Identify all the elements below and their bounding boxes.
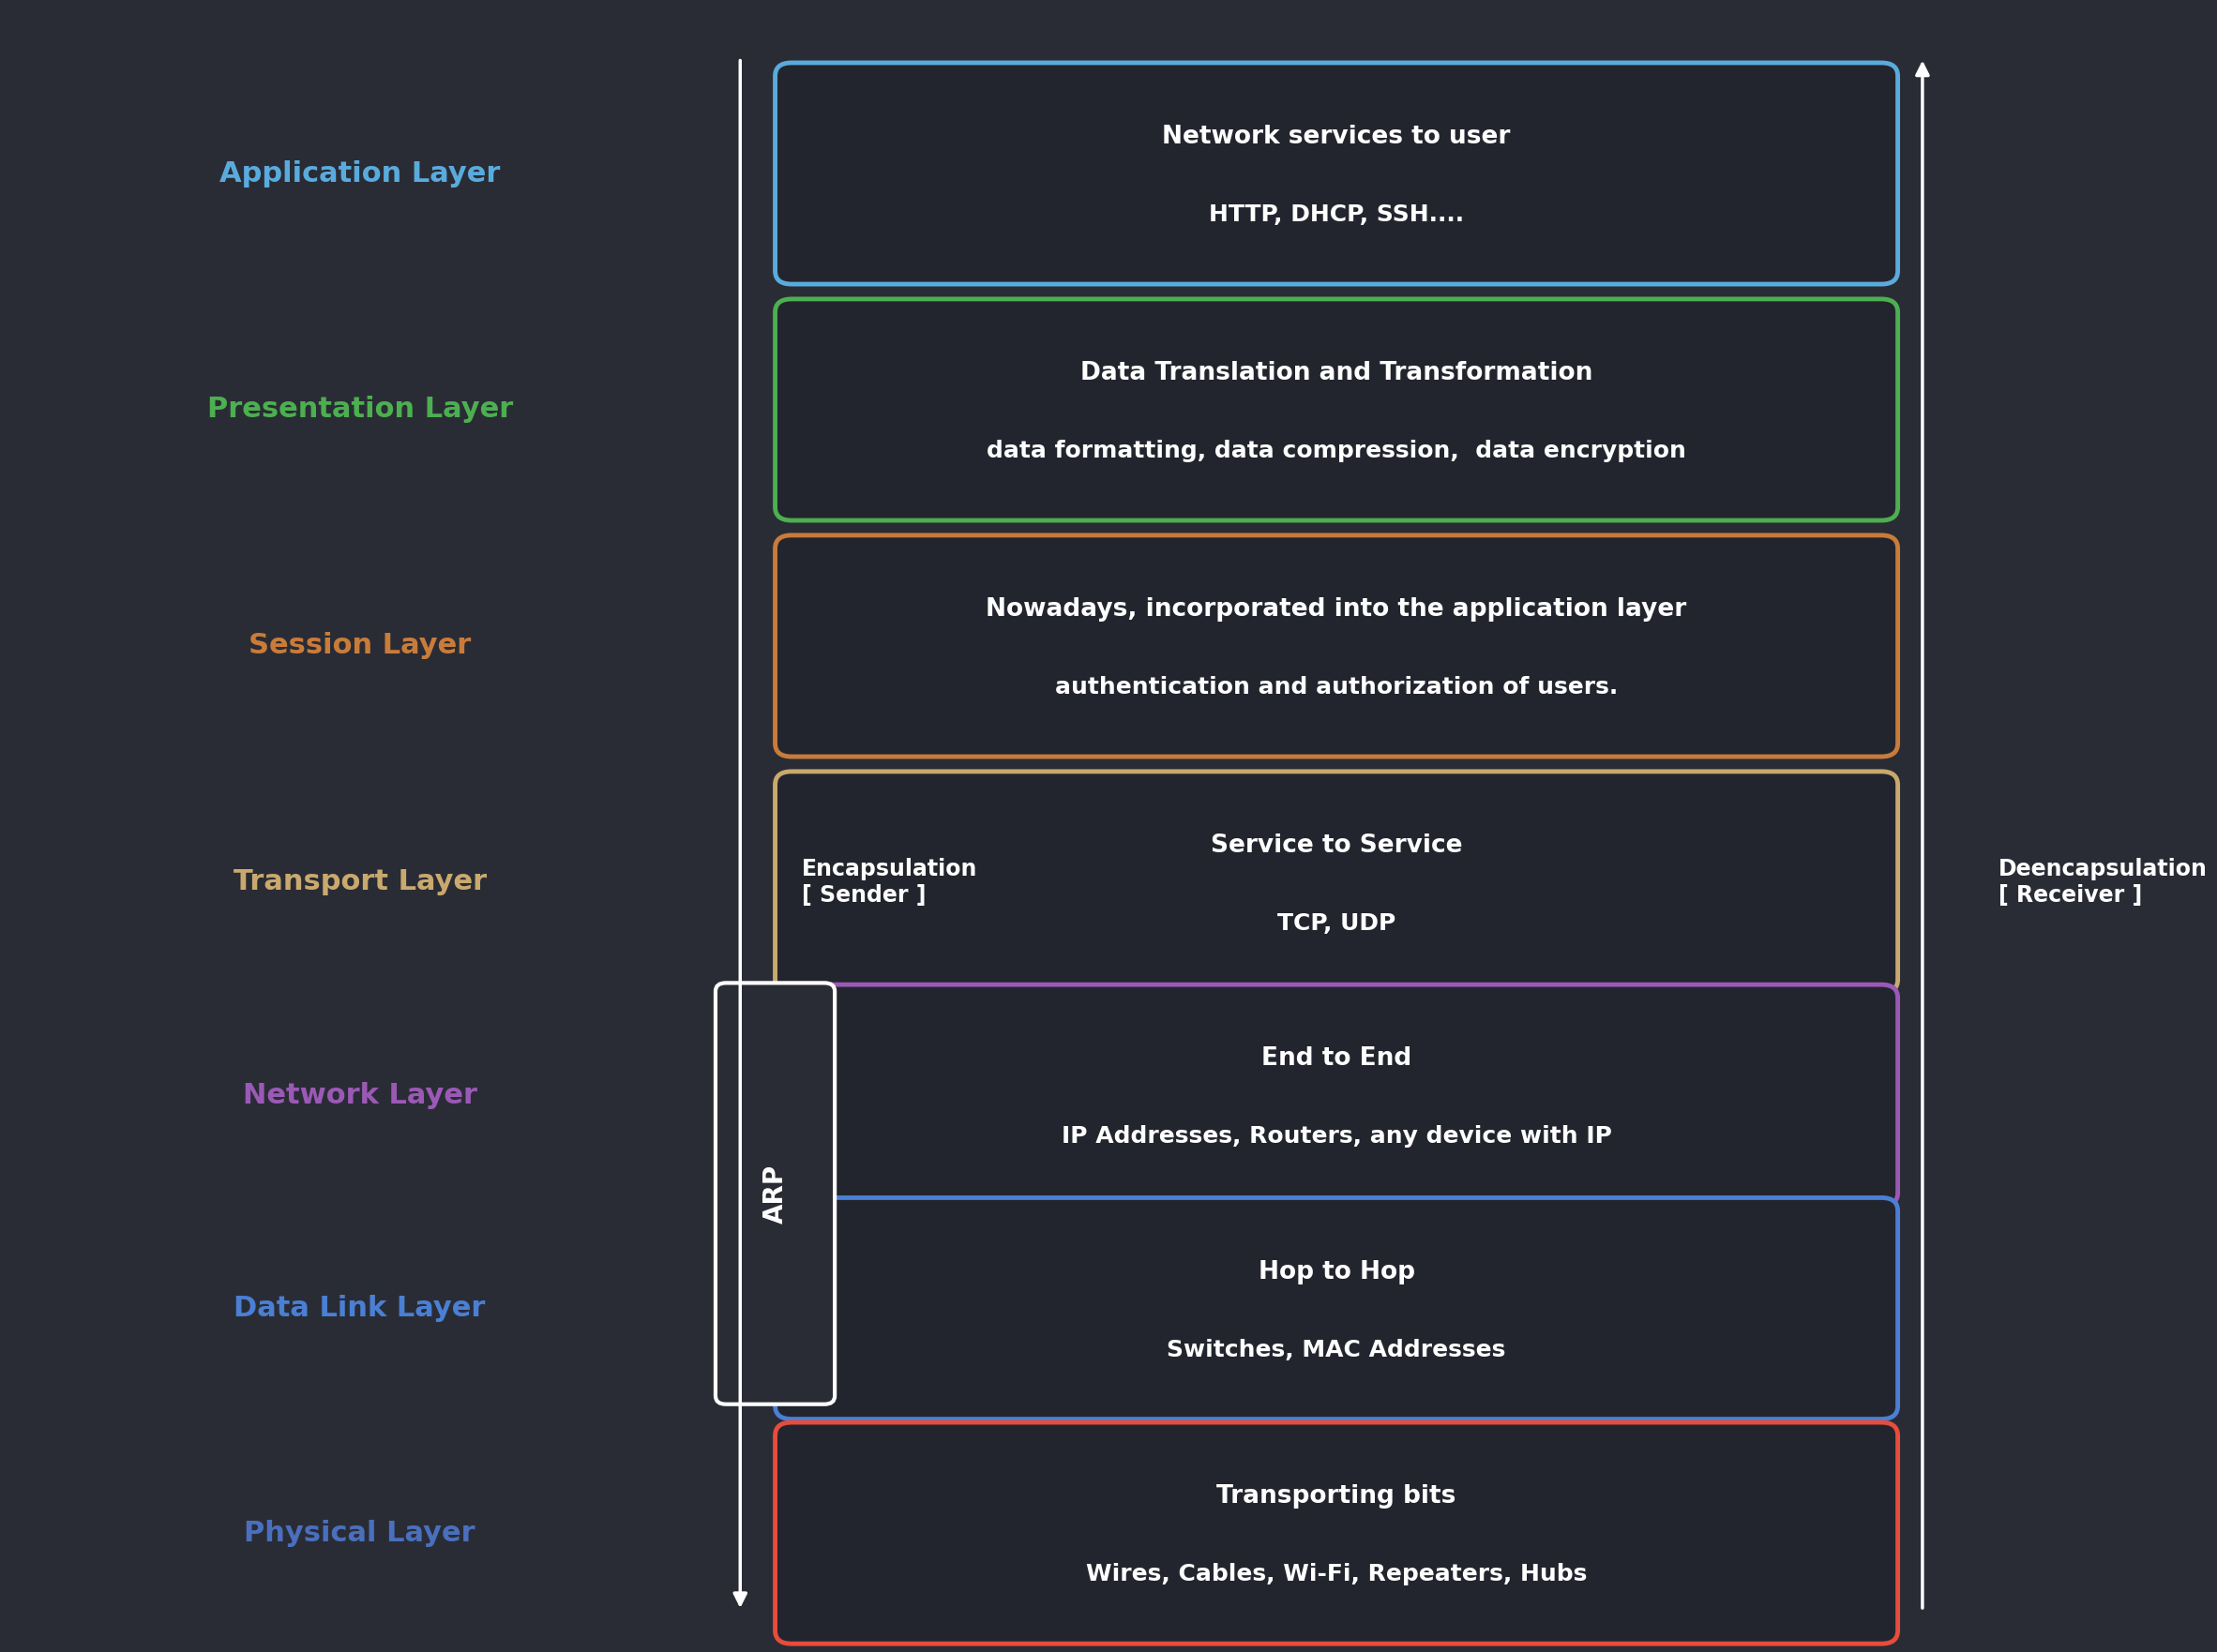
FancyBboxPatch shape	[776, 771, 1898, 993]
FancyBboxPatch shape	[776, 985, 1898, 1206]
Text: Physical Layer: Physical Layer	[244, 1520, 474, 1546]
Text: Deencapsulation
[ Receiver ]: Deencapsulation [ Receiver ]	[1998, 857, 2208, 907]
FancyBboxPatch shape	[716, 983, 836, 1404]
Text: Network Layer: Network Layer	[242, 1082, 477, 1108]
FancyBboxPatch shape	[776, 535, 1898, 757]
Text: Service to Service: Service to Service	[1210, 834, 1463, 857]
Text: Hop to Hop: Hop to Hop	[1259, 1260, 1414, 1284]
Text: Wires, Cables, Wi-Fi, Repeaters, Hubs: Wires, Cables, Wi-Fi, Repeaters, Hubs	[1086, 1563, 1587, 1586]
Text: Application Layer: Application Layer	[219, 160, 501, 187]
Text: data formatting, data compression,  data encryption: data formatting, data compression, data …	[987, 439, 1687, 463]
Text: ARP: ARP	[763, 1165, 789, 1222]
Text: HTTP, DHCP, SSH....: HTTP, DHCP, SSH....	[1208, 203, 1463, 226]
Text: Session Layer: Session Layer	[248, 633, 470, 659]
Text: authentication and authorization of users.: authentication and authorization of user…	[1055, 676, 1618, 699]
Text: IP Addresses, Routers, any device with IP: IP Addresses, Routers, any device with I…	[1062, 1125, 1612, 1148]
Text: Encapsulation
[ Sender ]: Encapsulation [ Sender ]	[803, 857, 978, 907]
Text: Presentation Layer: Presentation Layer	[206, 396, 512, 423]
Text: End to End: End to End	[1261, 1047, 1412, 1070]
FancyBboxPatch shape	[776, 1422, 1898, 1644]
Text: Data Translation and Transformation: Data Translation and Transformation	[1080, 362, 1592, 385]
Text: Transporting bits: Transporting bits	[1217, 1485, 1457, 1508]
Text: Transport Layer: Transport Layer	[233, 869, 486, 895]
Text: Nowadays, incorporated into the application layer: Nowadays, incorporated into the applicat…	[987, 598, 1687, 621]
Text: TCP, UDP: TCP, UDP	[1277, 912, 1397, 935]
FancyBboxPatch shape	[776, 1198, 1898, 1419]
Text: Switches, MAC Addresses: Switches, MAC Addresses	[1166, 1338, 1505, 1361]
FancyBboxPatch shape	[776, 299, 1898, 520]
Text: Data Link Layer: Data Link Layer	[235, 1295, 486, 1322]
FancyBboxPatch shape	[776, 63, 1898, 284]
Text: Network services to user: Network services to user	[1162, 126, 1510, 149]
